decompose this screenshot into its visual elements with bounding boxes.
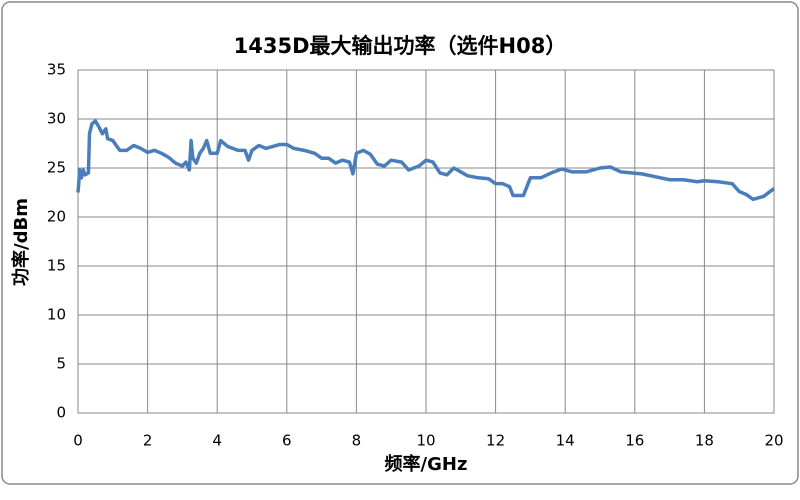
x-tick-label: 2: [143, 432, 153, 450]
chart-border: [1, 1, 799, 485]
chart-title: 1435D最大输出功率（选件H08）: [234, 34, 567, 58]
x-tick-label: 0: [73, 432, 83, 450]
x-tick-label: 16: [625, 432, 644, 450]
y-tick-label: 10: [47, 306, 66, 324]
x-axis-label: 频率/GHz: [385, 453, 468, 475]
x-tick-label: 6: [282, 432, 292, 450]
x-tick-label: 14: [556, 432, 575, 450]
y-axis-label: 功率/dBm: [10, 198, 32, 286]
x-tick-label: 8: [352, 432, 362, 450]
y-tick-label: 35: [47, 61, 66, 79]
data-line: [76, 119, 776, 202]
x-tick-label: 12: [486, 432, 505, 450]
x-tick-label: 18: [695, 432, 714, 450]
x-tick-label: 20: [764, 432, 783, 450]
y-tick-label: 5: [56, 355, 66, 373]
y-tick-label: 0: [56, 404, 66, 422]
y-tick-label: 25: [47, 159, 66, 177]
y-tick-label: 20: [47, 208, 66, 226]
y-tick-label: 30: [47, 110, 66, 128]
x-tick-label: 10: [416, 432, 435, 450]
x-tick-label: 4: [212, 432, 222, 450]
plot-frame: [77, 69, 775, 414]
y-tick-label: 15: [47, 257, 66, 275]
